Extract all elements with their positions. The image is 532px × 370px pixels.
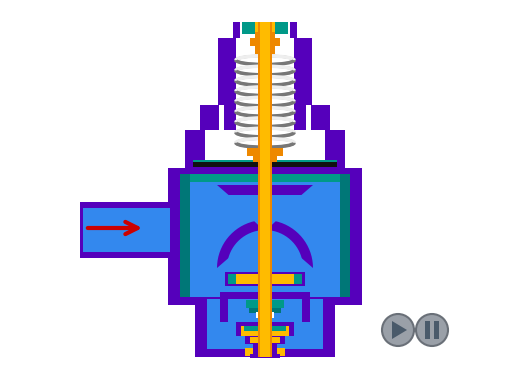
- Bar: [258, 272, 272, 286]
- Bar: [250, 337, 280, 343]
- Circle shape: [382, 314, 414, 346]
- Bar: [260, 286, 270, 298]
- Bar: [224, 38, 306, 105]
- Bar: [193, 130, 337, 160]
- Bar: [245, 336, 285, 344]
- FancyArrowPatch shape: [88, 222, 138, 234]
- Bar: [193, 162, 337, 167]
- Bar: [233, 22, 297, 38]
- Bar: [258, 343, 272, 349]
- Bar: [83, 208, 170, 252]
- Bar: [294, 38, 306, 130]
- Bar: [258, 22, 272, 357]
- Bar: [193, 160, 337, 167]
- Bar: [253, 156, 277, 162]
- Bar: [195, 292, 335, 357]
- Bar: [250, 38, 280, 46]
- Bar: [207, 105, 219, 130]
- Bar: [180, 176, 350, 297]
- Bar: [193, 167, 337, 171]
- Bar: [247, 148, 283, 156]
- Bar: [207, 299, 323, 349]
- Bar: [200, 105, 330, 130]
- Bar: [236, 55, 294, 148]
- Bar: [294, 274, 302, 284]
- Bar: [311, 105, 323, 130]
- Polygon shape: [217, 185, 313, 268]
- Bar: [260, 22, 270, 332]
- Bar: [193, 130, 205, 165]
- Bar: [228, 299, 302, 322]
- Bar: [236, 322, 294, 336]
- Circle shape: [416, 314, 448, 346]
- Bar: [255, 32, 275, 38]
- Bar: [245, 348, 285, 356]
- Bar: [80, 202, 170, 258]
- Bar: [250, 354, 280, 358]
- Bar: [185, 130, 345, 168]
- Bar: [434, 321, 439, 339]
- Bar: [260, 50, 270, 153]
- Bar: [260, 272, 270, 288]
- Bar: [228, 274, 302, 284]
- Bar: [207, 105, 323, 130]
- Bar: [180, 174, 350, 182]
- Bar: [256, 312, 274, 318]
- Bar: [255, 22, 275, 32]
- Bar: [168, 168, 362, 305]
- Bar: [253, 344, 259, 356]
- Bar: [241, 326, 289, 336]
- Polygon shape: [227, 195, 303, 268]
- Bar: [271, 344, 277, 356]
- Bar: [255, 46, 275, 54]
- Bar: [225, 272, 305, 286]
- Bar: [340, 174, 350, 297]
- Bar: [228, 274, 236, 284]
- Bar: [294, 274, 302, 284]
- Bar: [246, 300, 284, 308]
- Bar: [180, 174, 190, 297]
- Bar: [260, 272, 270, 286]
- Bar: [228, 274, 302, 284]
- Bar: [218, 38, 312, 105]
- Bar: [228, 274, 236, 284]
- Bar: [220, 292, 310, 322]
- Polygon shape: [392, 321, 407, 339]
- Bar: [242, 22, 288, 34]
- Bar: [249, 308, 281, 313]
- Bar: [325, 130, 337, 165]
- Bar: [260, 22, 270, 357]
- Bar: [258, 286, 272, 298]
- Bar: [258, 272, 272, 288]
- Bar: [244, 326, 286, 331]
- Bar: [258, 50, 272, 153]
- Bar: [225, 272, 305, 286]
- Bar: [240, 22, 290, 38]
- Bar: [258, 22, 272, 332]
- Bar: [425, 321, 430, 339]
- Bar: [224, 38, 236, 130]
